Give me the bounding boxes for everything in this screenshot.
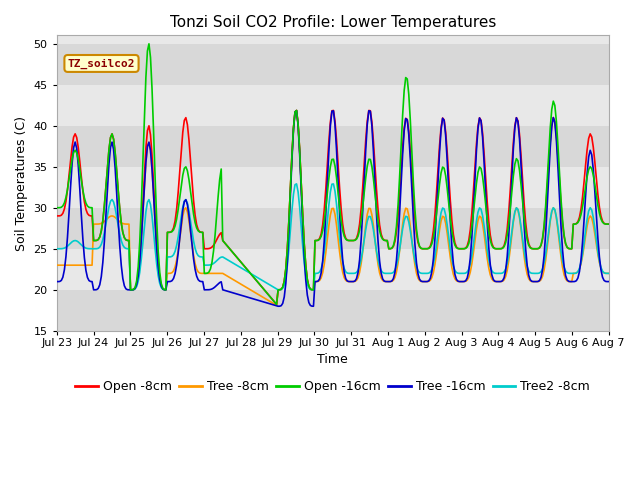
Title: Tonzi Soil CO2 Profile: Lower Temperatures: Tonzi Soil CO2 Profile: Lower Temperatur… (170, 15, 496, 30)
Y-axis label: Soil Temperatures (C): Soil Temperatures (C) (15, 116, 28, 251)
Bar (57, 126, 609, 167)
Legend: Open -8cm, Tree -8cm, Open -16cm, Tree -16cm, Tree2 -8cm: Open -8cm, Tree -8cm, Open -16cm, Tree -… (70, 375, 595, 398)
Text: TZ_soilco2: TZ_soilco2 (68, 59, 135, 69)
X-axis label: Time: Time (317, 353, 348, 366)
Bar (57, 208, 609, 249)
Bar (57, 44, 609, 84)
Bar (57, 290, 609, 331)
Bar (57, 84, 609, 126)
Bar (57, 249, 609, 290)
Bar (57, 167, 609, 208)
